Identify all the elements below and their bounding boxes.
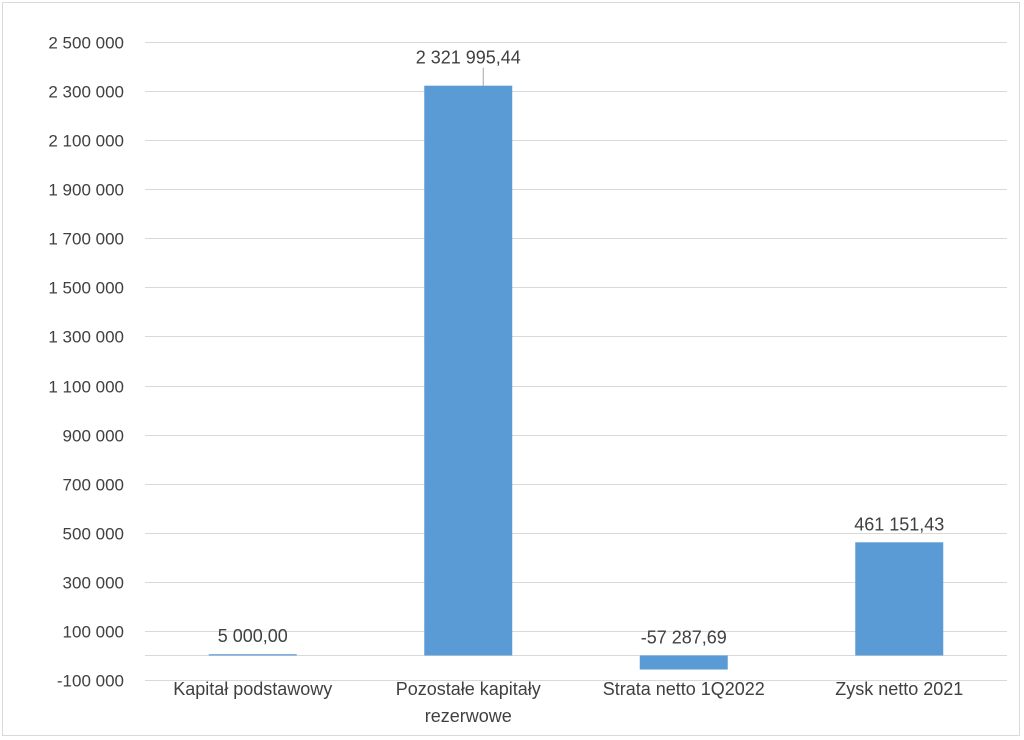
category-label: rezerwowe — [425, 706, 512, 726]
y-tick-label: -100 000 — [57, 672, 124, 691]
data-label: 461 151,43 — [854, 514, 944, 534]
y-tick-label: 1 900 000 — [48, 181, 124, 200]
gridlines — [145, 42, 1007, 681]
x-axis-categories: Kapitał podstawowy Pozostałe kapitały reze… — [173, 679, 963, 726]
category-label: Zysk netto 2021 — [835, 679, 963, 699]
category-label: Pozostałe kapitały — [396, 679, 541, 699]
bar — [639, 655, 728, 670]
y-tick-label: 2 300 000 — [48, 83, 124, 102]
y-axis-ticks: -100 000 100 000 300 000 500 000 700 000 900 … — [48, 34, 124, 691]
y-tick-label: 500 000 — [63, 525, 124, 544]
data-labels: 5 000,00 2 321 995,44 -57 287,69 461 151,43 — [218, 48, 945, 648]
y-tick-label: 2 100 000 — [48, 132, 124, 151]
data-label: -57 287,69 — [641, 627, 727, 647]
y-tick-label: 1 300 000 — [48, 328, 124, 347]
y-tick-label: 1 700 000 — [48, 230, 124, 249]
bar — [424, 85, 513, 656]
bar — [208, 654, 297, 656]
y-tick-label: 700 000 — [63, 476, 124, 495]
y-tick-label: 100 000 — [63, 623, 124, 642]
data-label: 2 321 995,44 — [416, 48, 521, 68]
y-tick-label: 1 100 000 — [48, 378, 124, 397]
y-tick-label: 900 000 — [63, 427, 124, 446]
y-tick-label: 1 500 000 — [48, 279, 124, 298]
category-label: Kapitał podstawowy — [173, 679, 332, 699]
bar — [855, 542, 944, 656]
bars — [208, 85, 944, 670]
y-tick-label: 300 000 — [63, 574, 124, 593]
data-label: 5 000,00 — [218, 626, 288, 646]
y-tick-label: 2 500 000 — [48, 34, 124, 53]
category-label: Strata netto 1Q2022 — [603, 679, 765, 699]
